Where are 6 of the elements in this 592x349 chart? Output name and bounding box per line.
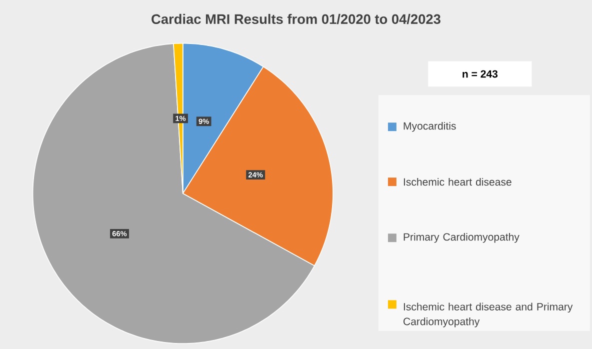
legend-label: Ischemic heart disease bbox=[404, 178, 512, 186]
legend-label: Myocarditis bbox=[404, 122, 456, 132]
legend-label: Ischemic heart disease and Primary Cardiomyopathy bbox=[404, 302, 573, 328]
legend-label: Primary Cardiomyopathy bbox=[404, 233, 520, 243]
chart-title: Cardiac MRI Results from 01/2020 to 04/2023 bbox=[152, 14, 440, 24]
text: n = 243 bbox=[462, 70, 498, 78]
